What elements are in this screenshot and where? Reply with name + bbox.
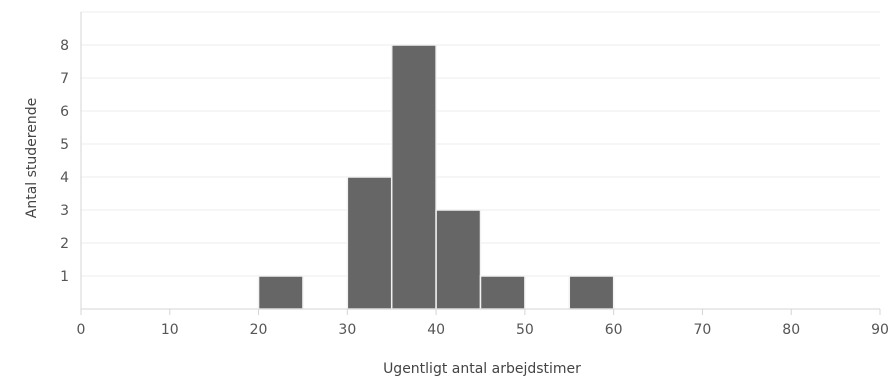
y-axis-title: Antal studerende bbox=[24, 98, 40, 218]
histogram-bar bbox=[390, 44, 437, 310]
x-tick-label: 80 bbox=[782, 322, 800, 338]
y-tick-label: 2 bbox=[60, 236, 69, 252]
tick-labels: 0 10 20 30 40 50 60 70 80 90 1 2 3 4 5 6 7 8 bbox=[60, 38, 889, 338]
x-tick-label: 60 bbox=[605, 322, 623, 338]
y-tick-label: 5 bbox=[60, 137, 69, 153]
x-tick-label: 0 bbox=[77, 322, 86, 338]
x-axis-title: Ugentligt antal arbejdstimer bbox=[383, 361, 581, 377]
x-tick-label: 70 bbox=[694, 322, 712, 338]
histogram-bar bbox=[479, 275, 526, 310]
y-tick-label: 7 bbox=[60, 71, 69, 87]
x-tick-label: 30 bbox=[338, 322, 356, 338]
y-tick-label: 4 bbox=[60, 170, 69, 186]
x-tick-label: 40 bbox=[427, 322, 445, 338]
x-tick-label: 20 bbox=[250, 322, 268, 338]
x-tick-label: 90 bbox=[871, 322, 889, 338]
y-tick-label: 3 bbox=[60, 203, 69, 219]
histogram-bar bbox=[346, 176, 393, 310]
y-tick-label: 1 bbox=[60, 269, 69, 285]
y-tick-label: 8 bbox=[60, 38, 69, 54]
x-tick-label: 10 bbox=[161, 322, 179, 338]
histogram-bars bbox=[257, 44, 615, 310]
y-tick-label: 6 bbox=[60, 104, 69, 120]
histogram-bar bbox=[257, 275, 304, 310]
histogram-bar bbox=[568, 275, 615, 310]
x-tick-label: 50 bbox=[516, 322, 534, 338]
histogram-bar bbox=[435, 209, 482, 310]
axes bbox=[80, 12, 881, 315]
grid-lines bbox=[81, 11, 880, 277]
